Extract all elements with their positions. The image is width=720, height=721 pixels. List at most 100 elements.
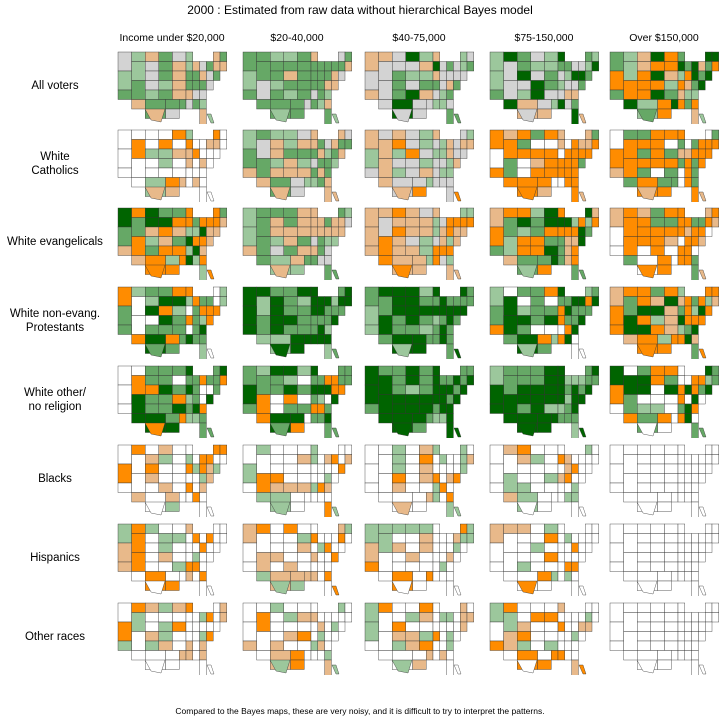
state-shape bbox=[145, 602, 160, 613]
state-shape bbox=[664, 602, 679, 613]
state-shape bbox=[432, 561, 441, 572]
state-shape bbox=[199, 631, 207, 642]
state-shape bbox=[609, 324, 624, 335]
state-shape bbox=[297, 612, 312, 623]
state-shape bbox=[256, 523, 271, 534]
state-shape bbox=[623, 51, 638, 62]
state-shape bbox=[283, 61, 298, 72]
state-shape bbox=[158, 403, 173, 414]
state-shape bbox=[117, 207, 132, 228]
state-shape bbox=[297, 542, 312, 553]
state-shape bbox=[310, 394, 319, 405]
state-shape bbox=[324, 99, 332, 110]
state-map bbox=[607, 204, 720, 280]
state-shape bbox=[544, 207, 559, 218]
state-shape bbox=[172, 217, 187, 228]
state-shape bbox=[530, 324, 545, 335]
state-shape bbox=[459, 523, 468, 534]
texas-shape bbox=[516, 108, 538, 123]
state-shape bbox=[192, 384, 200, 395]
state-shape bbox=[503, 454, 518, 474]
state-shape bbox=[446, 413, 454, 424]
state-shape bbox=[419, 148, 434, 159]
state-shape bbox=[571, 80, 579, 91]
state-shape bbox=[331, 217, 339, 228]
state-shape bbox=[432, 444, 441, 455]
state-shape bbox=[623, 375, 638, 395]
state-shape bbox=[623, 612, 638, 632]
state-shape bbox=[544, 602, 559, 613]
texas-shape bbox=[269, 108, 291, 123]
state-shape bbox=[270, 375, 285, 386]
state-shape bbox=[557, 255, 566, 266]
state-shape bbox=[557, 602, 566, 613]
state-shape bbox=[637, 454, 652, 465]
state-shape bbox=[591, 375, 600, 386]
state-shape bbox=[544, 286, 559, 297]
state-shape bbox=[691, 403, 699, 414]
state-shape bbox=[439, 482, 447, 493]
state-shape bbox=[297, 523, 312, 534]
state-shape bbox=[684, 542, 692, 553]
state-shape bbox=[283, 236, 298, 247]
state-shape bbox=[412, 501, 427, 512]
state-shape bbox=[691, 217, 699, 228]
state-shape bbox=[212, 602, 221, 613]
state-shape bbox=[711, 207, 720, 218]
state-shape bbox=[711, 286, 720, 297]
state-shape bbox=[571, 621, 579, 632]
state-shape bbox=[503, 602, 518, 613]
state-shape bbox=[425, 571, 434, 582]
state-shape bbox=[544, 640, 559, 651]
state-shape bbox=[392, 365, 407, 376]
texas-shape bbox=[269, 186, 291, 201]
state-shape bbox=[664, 640, 679, 651]
state-shape bbox=[571, 148, 579, 159]
texas-shape bbox=[516, 264, 538, 279]
state-shape bbox=[557, 375, 566, 386]
state-shape bbox=[172, 305, 187, 316]
florida-shape bbox=[698, 506, 707, 517]
state-shape bbox=[637, 286, 652, 297]
state-shape bbox=[158, 139, 173, 150]
state-shape bbox=[557, 245, 566, 256]
state-shape bbox=[192, 640, 200, 651]
state-shape bbox=[704, 129, 713, 140]
state-shape bbox=[270, 70, 285, 81]
state-shape bbox=[310, 454, 319, 465]
state-shape bbox=[664, 305, 679, 316]
state-shape bbox=[290, 186, 305, 197]
state-shape bbox=[131, 255, 146, 266]
state-shape bbox=[544, 315, 559, 326]
state-shape bbox=[378, 533, 393, 553]
florida-shape bbox=[453, 664, 462, 675]
state-shape bbox=[711, 533, 720, 544]
state-shape bbox=[256, 315, 271, 335]
state-shape bbox=[270, 296, 285, 307]
state-shape bbox=[392, 523, 407, 534]
state-shape bbox=[623, 286, 638, 297]
state-shape bbox=[192, 315, 200, 326]
state-shape bbox=[165, 99, 180, 110]
state-shape bbox=[199, 571, 207, 582]
state-shape bbox=[256, 454, 271, 474]
state-shape bbox=[378, 612, 393, 632]
column-header: $20-40,000 bbox=[270, 32, 324, 44]
state-shape bbox=[591, 51, 600, 62]
state-shape bbox=[517, 403, 532, 414]
state-shape bbox=[677, 236, 686, 247]
state-shape bbox=[704, 226, 713, 237]
state-shape bbox=[623, 139, 638, 159]
state-shape bbox=[185, 523, 194, 534]
state-shape bbox=[564, 473, 572, 484]
state-shape bbox=[571, 264, 579, 280]
column-header: $75-150,000 bbox=[514, 32, 574, 44]
state-shape bbox=[637, 217, 652, 228]
state-shape bbox=[165, 255, 180, 266]
state-shape bbox=[578, 621, 586, 632]
state-shape bbox=[172, 552, 187, 563]
state-shape bbox=[317, 492, 325, 503]
state-shape bbox=[270, 315, 285, 326]
state-map bbox=[115, 283, 229, 359]
state-shape bbox=[684, 80, 692, 91]
